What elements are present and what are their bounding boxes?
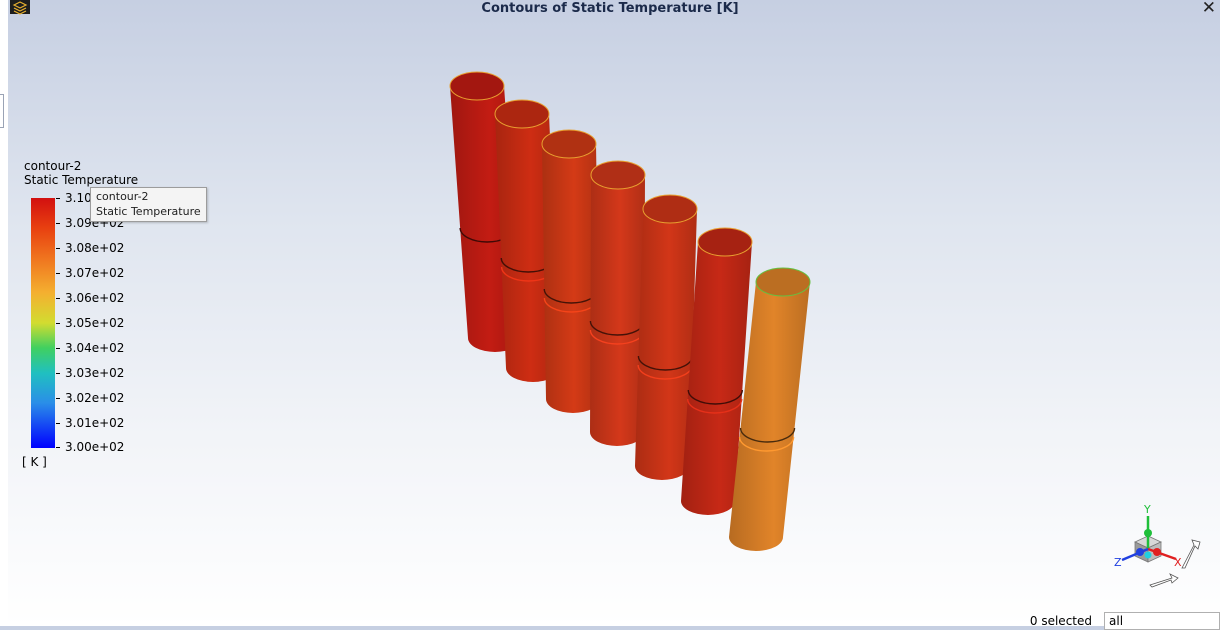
legend-tick-label: 3.07e+02	[65, 266, 125, 280]
cylinder-top	[494, 99, 550, 129]
cylinder[interactable]	[729, 267, 811, 551]
cylinder-body	[590, 175, 645, 446]
x-axis-handle[interactable]	[1153, 548, 1161, 556]
cylinder-seam	[739, 427, 796, 443]
legend-tick	[56, 348, 60, 349]
legend-contour-name: contour-2	[24, 159, 82, 173]
cylinder-seam	[738, 436, 795, 452]
legend-tick-label: 3.06e+02	[65, 291, 125, 305]
legend-tick-label: 3.02e+02	[65, 391, 125, 405]
legend-tooltip: contour-2 Static Temperature	[90, 187, 207, 222]
legend-tick-label: 3.01e+02	[65, 416, 125, 430]
legend-tick	[56, 398, 60, 399]
selection-filter-select[interactable]: all	[1104, 612, 1220, 630]
cylinder-body	[542, 144, 600, 413]
x-axis-icon	[1147, 547, 1177, 561]
legend-tick	[56, 298, 60, 299]
legend-tick-label: 3.04e+02	[65, 341, 125, 355]
legend-units: [ K ]	[22, 455, 47, 469]
left-panel-edge	[0, 0, 8, 626]
legend-tick	[56, 223, 60, 224]
legend-tick	[56, 273, 60, 274]
rotate-arrow-icon[interactable]	[1181, 539, 1201, 569]
axis-triad[interactable]: Y X Z	[1110, 500, 1210, 595]
legend-colorbar	[31, 198, 55, 448]
z-axis-handle[interactable]	[1136, 548, 1144, 556]
y-axis-handle[interactable]	[1144, 529, 1152, 537]
close-icon[interactable]: ✕	[1201, 0, 1216, 18]
legend-tick-label: 3.08e+02	[65, 241, 125, 255]
window-title: Contours of Static Temperature [K]	[481, 1, 739, 16]
legend-tick	[56, 447, 60, 448]
cylinder-seam	[687, 389, 743, 405]
legend-tick-label: 3.00e+02	[65, 440, 125, 454]
legend-tick	[56, 373, 60, 374]
legend-tick	[56, 323, 60, 324]
z-axis-label: Z	[1114, 556, 1122, 569]
cylinder-body	[681, 242, 752, 515]
cylinder-top	[697, 227, 753, 257]
selected-count: 0 selected	[1029, 614, 1092, 628]
legend-variable-name: Static Temperature	[24, 173, 139, 187]
legend-tick-label: 3.03e+02	[65, 366, 125, 380]
cylinder[interactable]	[681, 227, 753, 515]
cylinder-seam	[686, 398, 743, 414]
tooltip-line-name: contour-2	[96, 190, 149, 203]
cylinder-top	[590, 160, 646, 190]
cylinder[interactable]	[589, 160, 646, 446]
spin-arrow-icon[interactable]	[1149, 573, 1179, 588]
triad-center-handle[interactable]	[1144, 551, 1152, 559]
cylinder-body	[729, 282, 810, 551]
cylinder[interactable]	[635, 194, 698, 480]
cylinder-top	[449, 71, 505, 101]
cylinder-seam	[637, 355, 694, 371]
legend-tick-label: 3.05e+02	[65, 316, 125, 330]
legend-tick	[56, 198, 60, 199]
legend-tick	[56, 248, 60, 249]
cylinder-top	[642, 194, 698, 224]
cylinder-body	[635, 209, 697, 480]
y-axis-label: Y	[1143, 503, 1151, 516]
legend-tick	[56, 423, 60, 424]
panel-collapse-tab[interactable]	[0, 94, 4, 128]
x-axis-label: X	[1174, 556, 1182, 569]
cylinder-top	[541, 129, 597, 159]
tooltip-line-variable: Static Temperature	[96, 205, 201, 218]
app-logo-icon	[10, 0, 30, 15]
cylinder-top	[755, 267, 811, 297]
